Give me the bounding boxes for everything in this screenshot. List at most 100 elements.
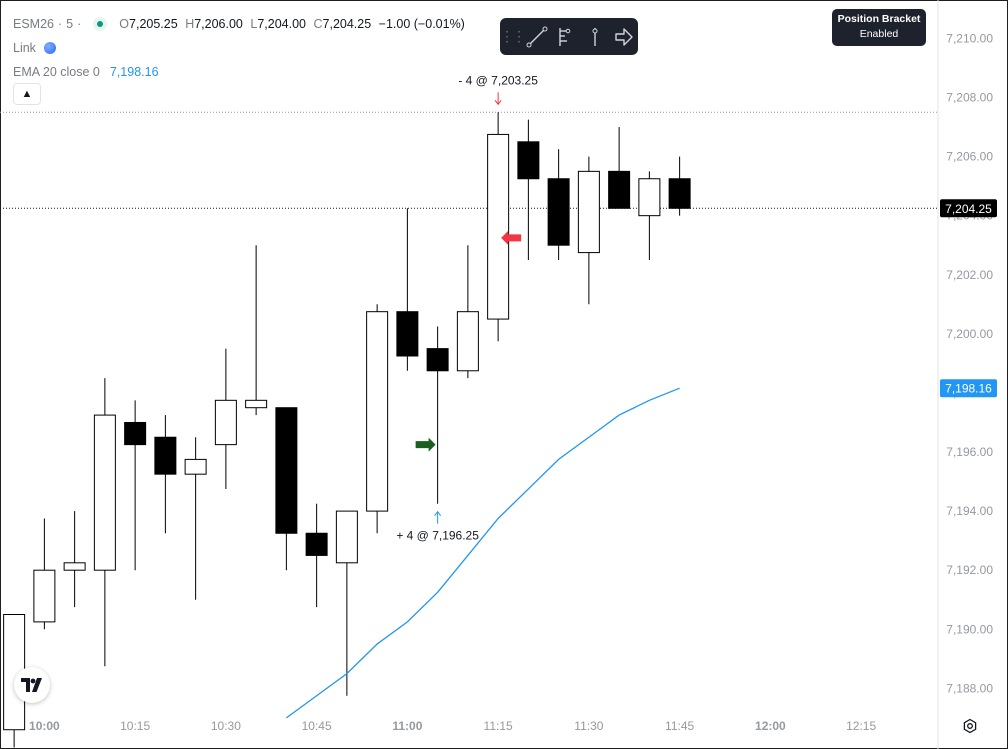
buy-marker-arrowhead	[434, 510, 442, 517]
candle-body	[154, 436, 177, 475]
low-key: L	[250, 17, 258, 31]
candle[interactable]	[396, 208, 419, 371]
candle[interactable]	[305, 503, 328, 608]
candle[interactable]	[245, 245, 268, 416]
candle-body	[184, 458, 207, 475]
y-tick-label: 7,188.00	[946, 681, 993, 695]
position-bracket-title: Position Bracket	[837, 13, 921, 25]
y-tick-label: 7,194.00	[946, 504, 993, 518]
y-tick-label: 7,210.00	[946, 31, 993, 45]
collapse-legend-button[interactable]: ▲	[13, 83, 41, 105]
candle-body	[335, 510, 358, 564]
chevron-up-icon: ▲	[21, 88, 33, 100]
candle-body	[366, 311, 389, 512]
candle[interactable]	[184, 437, 207, 600]
candle-body	[214, 399, 237, 446]
candle[interactable]	[456, 245, 479, 379]
ema-value: 7,198.16	[109, 65, 159, 79]
candle-body	[124, 421, 147, 446]
candle[interactable]	[63, 511, 86, 608]
y-tick-label: 7,192.00	[946, 563, 993, 577]
settings-gear-icon[interactable]	[960, 716, 980, 736]
link-icon[interactable]	[43, 42, 56, 54]
high-key: H	[185, 17, 195, 31]
buy-trade-label[interactable]: + 4 @ 7,196.25	[396, 529, 479, 543]
change-value: −1.00 (−0.01%)	[378, 17, 465, 31]
position-bracket-status: Enabled	[859, 28, 899, 40]
ohlc-values: O7,205.25 H7,206.00 L7,204.00 C7,204.25 …	[119, 12, 469, 36]
symbol-row: ESM26 · 5 · O7,205.25 H7,206.00 L7,204.0…	[13, 12, 469, 36]
candle-body	[305, 532, 328, 556]
candle[interactable]	[366, 304, 389, 534]
candle[interactable]	[638, 171, 661, 260]
interval-separator: ·	[58, 17, 63, 31]
candle[interactable]	[668, 156, 691, 216]
high-value: 7,206.00	[194, 17, 243, 31]
y-tick-label: 7,200.00	[946, 327, 993, 341]
arrow-tool-icon[interactable]	[609, 22, 638, 52]
x-tick-label: 10:15	[120, 719, 150, 733]
x-tick-label: 10:45	[302, 719, 332, 733]
candle[interactable]	[33, 518, 56, 630]
candle-body	[577, 170, 600, 254]
ema-label[interactable]: EMA 20 close 0	[13, 65, 100, 79]
y-tick-label: 7,206.00	[946, 150, 993, 164]
candle[interactable]	[487, 112, 510, 342]
close-key: C	[313, 17, 323, 31]
interval-label[interactable]: 5	[66, 17, 74, 31]
ema-row: EMA 20 close 0 7,198.16	[13, 60, 469, 84]
x-tick-label: 11:15	[484, 719, 513, 733]
candle-body	[33, 569, 56, 623]
candle[interactable]	[275, 407, 298, 571]
candle[interactable]	[214, 348, 237, 489]
y-tick-label: 7,196.00	[946, 445, 993, 459]
candle[interactable]	[426, 326, 449, 504]
candle[interactable]	[124, 400, 147, 571]
x-tick-label: 11:00	[392, 719, 422, 733]
candle[interactable]	[577, 156, 600, 305]
y-tick-label: 7,202.00	[946, 268, 993, 282]
candle[interactable]	[154, 415, 177, 534]
drag-handle-icon[interactable]: ⋮⋮	[500, 28, 526, 44]
y-tick-label: 7,208.00	[946, 90, 993, 104]
drawing-toolbar: ⋮⋮	[500, 18, 638, 55]
candle-body	[517, 141, 540, 180]
candle-body	[93, 414, 116, 571]
symbol-name[interactable]: ESM26	[13, 17, 54, 31]
y-tick-label: 7,190.00	[946, 622, 993, 636]
position-bracket-badge[interactable]: Position Bracket Enabled	[832, 9, 926, 46]
chart-legend: ESM26 · 5 · O7,205.25 H7,206.00 L7,204.0…	[13, 12, 469, 84]
candle[interactable]	[93, 378, 116, 667]
candle[interactable]	[547, 149, 570, 260]
last-price-label: 7,204.25	[945, 202, 992, 216]
buy-execution-arrow-icon[interactable]	[415, 437, 436, 452]
ema-line[interactable]	[285, 387, 680, 719]
candle-body	[547, 178, 570, 246]
tradingview-logo-icon[interactable]	[14, 667, 50, 703]
trend-line-icon[interactable]	[522, 22, 551, 52]
candle[interactable]	[517, 119, 540, 260]
x-tick-label: 12:00	[755, 719, 786, 733]
candle-body	[487, 133, 510, 320]
candle-body	[63, 562, 86, 571]
sell-execution-arrow-icon[interactable]	[501, 230, 522, 245]
last-price-badge	[940, 199, 997, 218]
market-status-icon[interactable]	[93, 17, 108, 31]
candle-body	[638, 178, 661, 217]
open-value: 7,205.25	[129, 17, 178, 31]
candle[interactable]	[335, 510, 358, 696]
sell-trade-label[interactable]: - 4 @ 7,203.25	[458, 73, 538, 87]
candle[interactable]	[608, 127, 631, 209]
candle-body	[245, 399, 268, 409]
vertical-line-icon[interactable]	[580, 22, 609, 52]
fib-tool-icon[interactable]	[551, 22, 580, 52]
link-label[interactable]: Link	[13, 41, 36, 55]
x-tick-label: 10:30	[211, 719, 241, 733]
candle-body	[275, 407, 298, 534]
candle-body	[456, 311, 479, 372]
ema-value-badge	[940, 379, 997, 398]
x-tick-label: 12:15	[846, 719, 876, 733]
ema-value-label: 7,198.16	[945, 382, 992, 396]
link-row: Link	[13, 36, 469, 60]
